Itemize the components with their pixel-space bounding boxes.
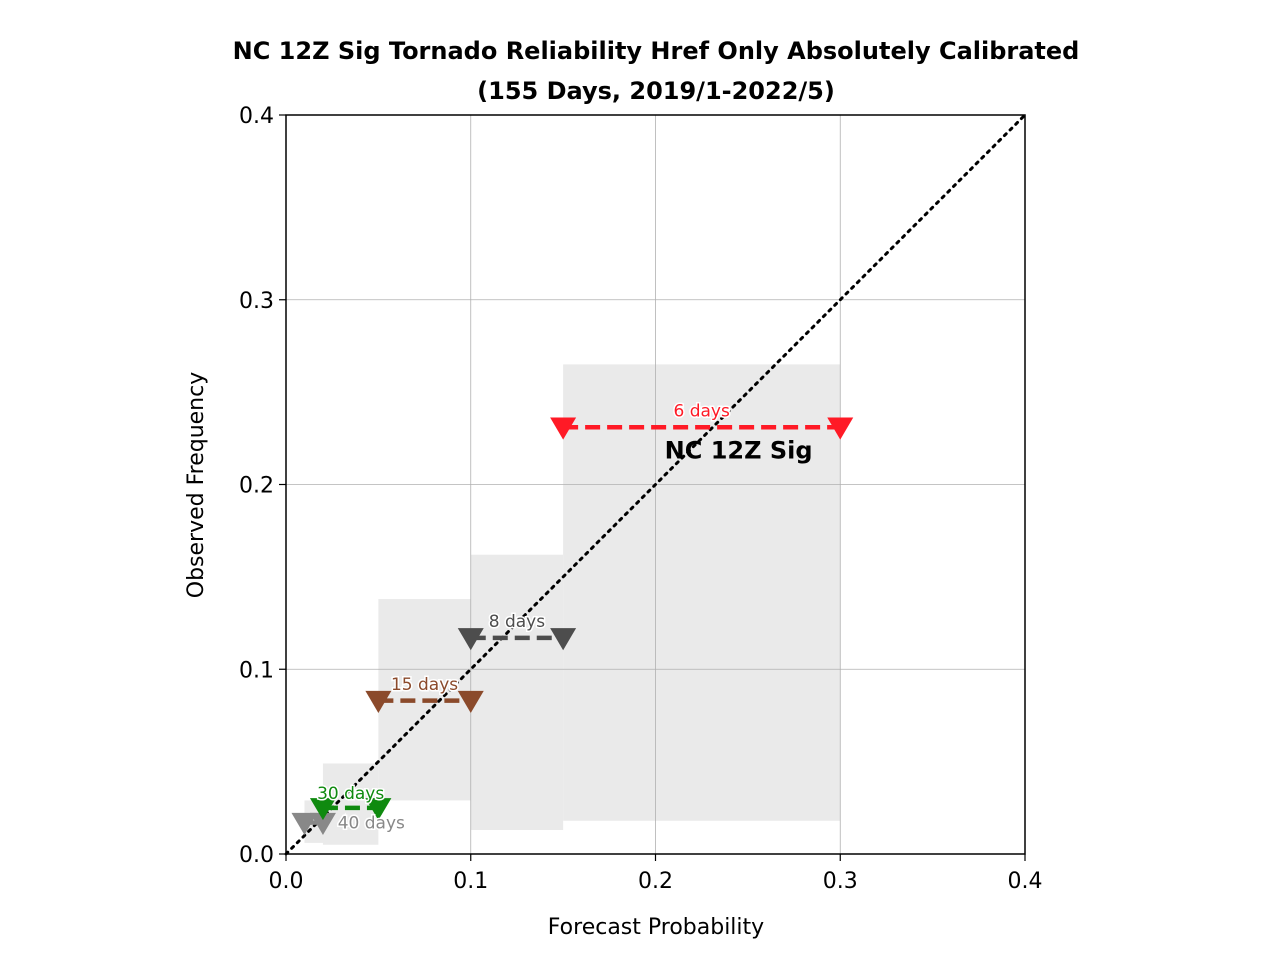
y-tick-label-3: 0.3 <box>239 289 274 314</box>
x-tick-label-4: 0.4 <box>1008 869 1043 894</box>
x-tick-label-2: 0.2 <box>638 869 673 894</box>
y-tick-label-1: 0.1 <box>239 658 274 683</box>
confidence-band-4 <box>563 364 841 821</box>
bin-marker-high-4 <box>827 417 854 440</box>
bin-marker-high-0 <box>309 812 336 835</box>
bin-marker-high-1 <box>365 798 392 821</box>
chart-title-line-2: (155 Days, 2019/1-2022/5) <box>477 77 835 105</box>
axes: 0.0 0.1 0.2 0.3 0.4 0.0 0.1 0.2 0.3 0.4 <box>239 104 1043 894</box>
bin-label-4: 6 days <box>674 402 730 422</box>
x-tick-label-1: 0.1 <box>453 869 488 894</box>
bin-marker-high-3 <box>550 628 577 651</box>
bin-label-1: 30 days <box>317 784 384 804</box>
y-axis-label: Observed Frequency <box>184 372 209 599</box>
confidence-band-3 <box>470 554 564 830</box>
y-tick-label-2: 0.2 <box>239 474 274 499</box>
reliability-series: 40 days 30 days 15 days 8 days 6 days <box>291 400 854 835</box>
uncertainty-bands <box>304 364 841 845</box>
bin-label-3: 8 days <box>489 612 545 632</box>
chart-annotation: NC 12Z Sig <box>665 437 813 465</box>
bin-label-0: 40 days <box>338 814 405 834</box>
bin-marker-low-1 <box>309 798 336 821</box>
perfect-reliability-line <box>284 113 1027 856</box>
y-tick-label-0: 0.0 <box>239 843 274 868</box>
chart-title-line-1: NC 12Z Sig Tornado Reliability Href Only… <box>233 37 1080 65</box>
bin-marker-high-2 <box>457 690 484 714</box>
bin-marker-low-3 <box>457 628 484 651</box>
bin-marker-low-2 <box>365 690 392 714</box>
bin-marker-low-4 <box>550 417 577 440</box>
diagonal-line <box>284 113 1027 856</box>
x-axis-label: Forecast Probability <box>548 915 764 940</box>
x-tick-label-0: 0.0 <box>269 869 304 894</box>
x-tick-label-3: 0.3 <box>823 869 858 894</box>
y-tick-label-4: 0.4 <box>239 104 274 129</box>
bin-label-2: 15 days <box>391 675 458 695</box>
bin-marker-low-0 <box>291 812 318 835</box>
